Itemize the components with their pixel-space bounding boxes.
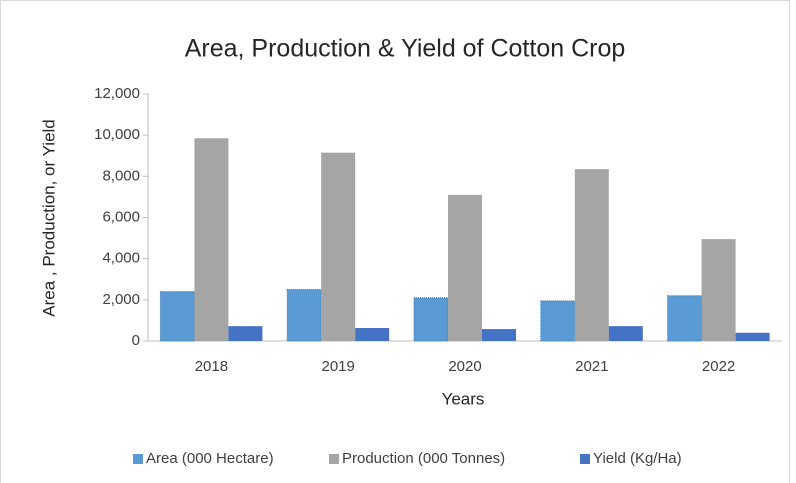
y-tick-label: 8,000 (102, 167, 140, 184)
y-tick-label: 12,000 (94, 85, 140, 102)
legend-swatch (580, 454, 590, 464)
x-tick-label: 2020 (448, 358, 481, 375)
bar (701, 239, 736, 341)
x-tick-label: 2019 (322, 358, 355, 375)
x-axis-title: Years (442, 389, 485, 408)
y-tick-label: 0 (132, 332, 140, 349)
bar (194, 138, 229, 341)
chart-title: Area, Production & Yield of Cotton Crop (185, 35, 626, 63)
bar (608, 326, 643, 341)
legend-label: Production (000 Tonnes) (342, 450, 505, 467)
legend-swatch (133, 454, 143, 464)
bar (735, 332, 770, 341)
y-tick-label: 2,000 (102, 291, 140, 308)
bar (159, 291, 195, 342)
x-tick-label: 2018 (195, 358, 228, 375)
bar (321, 152, 356, 341)
bar (355, 328, 390, 341)
y-axis-title: Area , Production, or Yield (39, 119, 58, 317)
legend-swatch (329, 454, 339, 464)
bar (482, 329, 516, 341)
y-tick-label: 4,000 (102, 250, 140, 267)
bar (286, 289, 322, 342)
y-tick-label: 10,000 (94, 126, 140, 143)
bar (540, 300, 576, 342)
legend-label: Yield (Kg/Ha) (593, 450, 682, 467)
bar (413, 297, 449, 342)
legend-label: Area (000 Hectare) (146, 450, 274, 467)
bar (667, 295, 703, 342)
bar (574, 169, 609, 341)
x-tick-label: 2022 (702, 358, 735, 375)
bar (228, 326, 263, 341)
x-tick-label: 2021 (575, 358, 608, 375)
bar (448, 194, 482, 341)
y-tick-label: 6,000 (102, 208, 140, 225)
